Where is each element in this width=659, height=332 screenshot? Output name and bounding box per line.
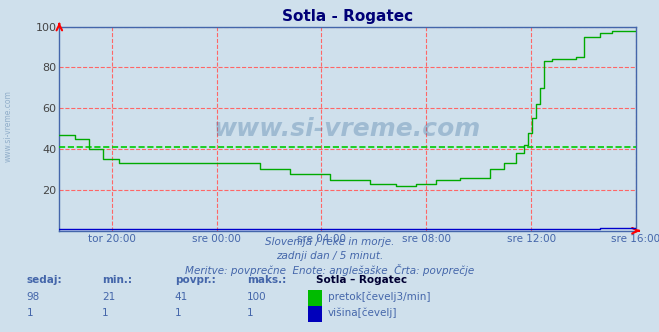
Text: 1: 1 xyxy=(102,308,109,318)
Text: povpr.:: povpr.: xyxy=(175,275,215,285)
Text: 1: 1 xyxy=(26,308,33,318)
Text: Slovenija / reke in morje.: Slovenija / reke in morje. xyxy=(265,237,394,247)
Text: www.si-vreme.com: www.si-vreme.com xyxy=(3,90,13,162)
Text: 41: 41 xyxy=(175,292,188,302)
Text: www.si-vreme.com: www.si-vreme.com xyxy=(214,117,481,141)
Text: pretok[čevelj3/min]: pretok[čevelj3/min] xyxy=(328,292,431,302)
Text: sedaj:: sedaj: xyxy=(26,275,62,285)
Text: 1: 1 xyxy=(247,308,254,318)
Text: 1: 1 xyxy=(175,308,181,318)
Text: zadnji dan / 5 minut.: zadnji dan / 5 minut. xyxy=(276,251,383,261)
Text: 100: 100 xyxy=(247,292,267,302)
Text: 21: 21 xyxy=(102,292,115,302)
Text: Sotla – Rogatec: Sotla – Rogatec xyxy=(316,275,407,285)
Text: 98: 98 xyxy=(26,292,40,302)
Text: maks.:: maks.: xyxy=(247,275,287,285)
Text: min.:: min.: xyxy=(102,275,132,285)
Text: višina[čevelj]: višina[čevelj] xyxy=(328,307,397,318)
Title: Sotla - Rogatec: Sotla - Rogatec xyxy=(282,9,413,24)
Text: Meritve: povprečne  Enote: anglešaške  Črta: povprečje: Meritve: povprečne Enote: anglešaške Črt… xyxy=(185,264,474,276)
